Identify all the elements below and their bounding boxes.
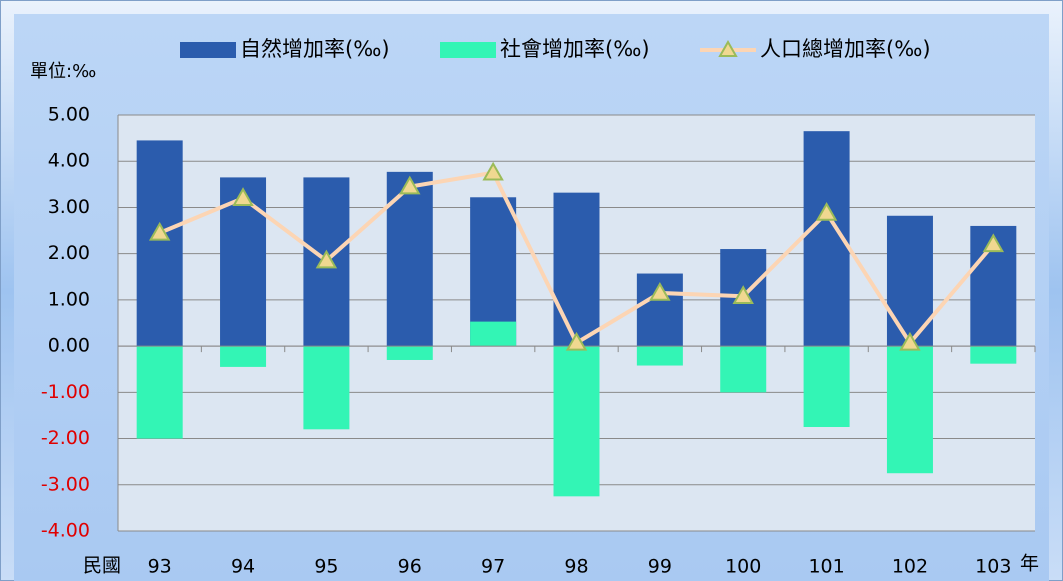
x-label-prefix: 民國 bbox=[83, 555, 121, 577]
bar bbox=[136, 140, 183, 347]
legend-swatch bbox=[180, 42, 236, 58]
bar bbox=[886, 346, 933, 474]
y-tick-label: 3.00 bbox=[48, 196, 90, 218]
line-marker bbox=[482, 161, 504, 181]
y-tick-label: 2.00 bbox=[48, 242, 90, 264]
line-marker bbox=[982, 233, 1005, 253]
x-tick-label: 102 bbox=[892, 556, 928, 578]
bar bbox=[136, 346, 183, 439]
line-marker bbox=[232, 187, 254, 206]
y-tick-label: -4.00 bbox=[41, 520, 90, 542]
bar bbox=[636, 346, 683, 366]
legend-swatch bbox=[440, 42, 496, 58]
legend-swatch-marker bbox=[718, 39, 738, 57]
legend-label: 自然增加率(‰) bbox=[240, 37, 390, 61]
bar bbox=[470, 197, 517, 347]
x-tick-label: 97 bbox=[481, 556, 505, 578]
line-marker bbox=[732, 285, 754, 304]
bar bbox=[970, 346, 1017, 364]
line-marker bbox=[565, 331, 588, 351]
line-marker bbox=[315, 249, 338, 269]
x-tick-label: 96 bbox=[398, 556, 422, 578]
y-tick-label: -3.00 bbox=[41, 473, 90, 495]
y-unit-label: 單位:‰ bbox=[30, 61, 96, 82]
bar bbox=[553, 346, 600, 497]
x-tick-label: 94 bbox=[231, 556, 255, 578]
line-marker bbox=[649, 281, 671, 301]
line-marker bbox=[899, 331, 921, 351]
bar bbox=[470, 321, 517, 347]
y-tick-label: 4.00 bbox=[48, 150, 90, 172]
line-marker bbox=[815, 201, 838, 221]
x-label-suffix: 年 bbox=[1020, 553, 1039, 575]
line-marker bbox=[148, 221, 171, 241]
legend-label: 人口總增加率(‰) bbox=[760, 37, 931, 61]
x-tick-label: 103 bbox=[975, 556, 1011, 578]
y-tick-label: 1.00 bbox=[48, 288, 90, 310]
y-tick-label: 0.00 bbox=[48, 335, 90, 357]
y-tick-label: -2.00 bbox=[41, 427, 90, 449]
x-tick-label: 98 bbox=[564, 556, 588, 578]
y-tick-label: -1.00 bbox=[41, 381, 90, 403]
bar bbox=[386, 346, 433, 360]
bar bbox=[303, 346, 350, 430]
x-tick-label: 93 bbox=[148, 556, 172, 578]
legend-label: 社會增加率(‰) bbox=[500, 37, 650, 61]
bar bbox=[220, 346, 267, 367]
bar bbox=[553, 192, 600, 347]
bar bbox=[720, 346, 767, 393]
bar bbox=[386, 171, 433, 347]
x-tick-label: 100 bbox=[725, 556, 761, 578]
line-marker bbox=[399, 175, 421, 195]
y-tick-label: 5.00 bbox=[48, 104, 90, 126]
bar bbox=[803, 346, 850, 427]
x-tick-label: 99 bbox=[648, 556, 672, 578]
x-tick-label: 101 bbox=[808, 556, 844, 578]
x-tick-label: 95 bbox=[314, 556, 338, 578]
